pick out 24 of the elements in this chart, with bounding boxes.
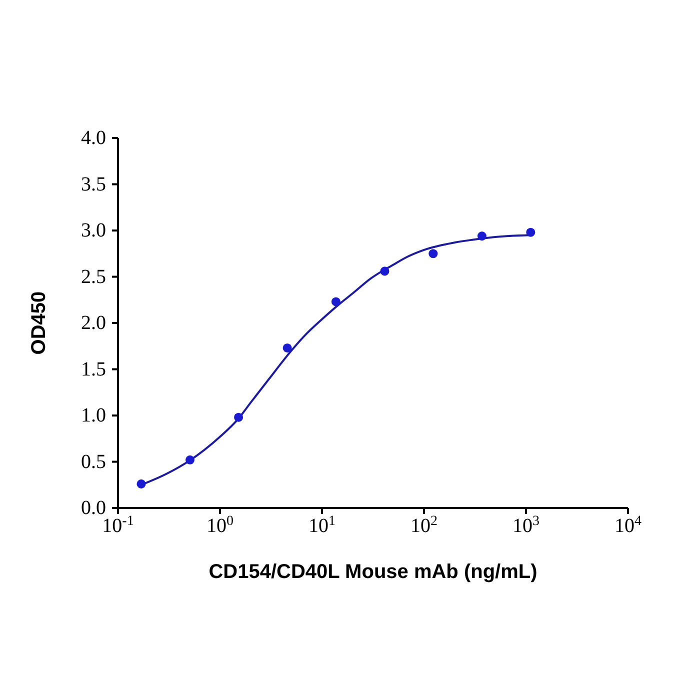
y-tick-label: 0.5	[81, 450, 106, 473]
x-tick-label: 10$^{0}$	[206, 514, 234, 537]
point	[185, 455, 195, 464]
y-tick-label: 2.0	[81, 312, 106, 334]
y-tick-label: 3.5	[81, 173, 106, 196]
point	[477, 232, 486, 241]
x-tick-label: 10$^{4}$	[614, 514, 642, 537]
y-tick-label: 3.0	[81, 220, 106, 242]
point	[136, 479, 146, 488]
point	[331, 297, 340, 306]
y-tick-label: 4.0	[81, 127, 106, 149]
x-tick-label: 10$^{1}$	[308, 514, 336, 537]
point	[282, 343, 292, 352]
point	[526, 228, 536, 237]
y-tick-label: 1.0	[81, 404, 106, 426]
point	[380, 266, 390, 276]
x-axis-title: CD154/CD40L Mouse mAb (ng/mL)	[208, 561, 538, 583]
x-tick-label: 10$^{3}$	[512, 514, 540, 537]
y-tick-label: 2.5	[81, 266, 106, 288]
y-axis-title: OD450	[28, 291, 50, 355]
point	[234, 412, 244, 422]
point	[428, 249, 438, 258]
y-tick-label: 1.5	[81, 358, 106, 380]
x-tick-label: 10$^{2}$	[410, 514, 438, 537]
